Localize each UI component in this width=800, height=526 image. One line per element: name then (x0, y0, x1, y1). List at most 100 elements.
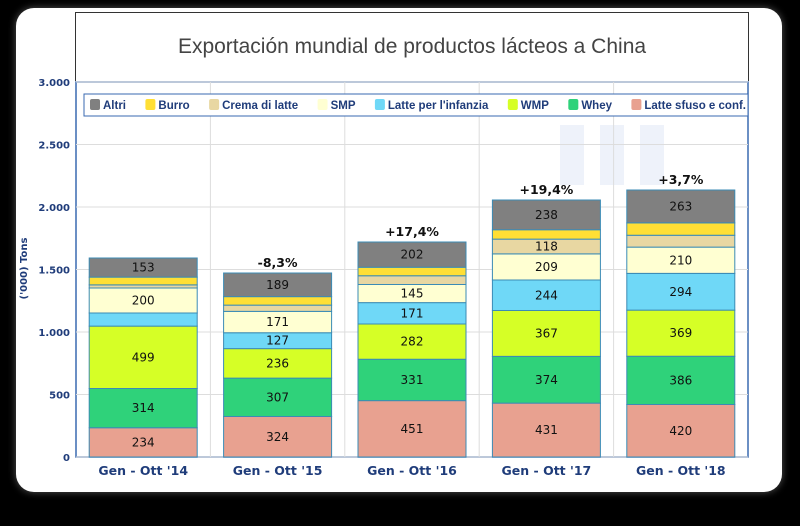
bar-segment (491, 310, 601, 357)
bar-segment (626, 222, 736, 236)
data-label: 236 (266, 356, 289, 370)
data-label: 145 (401, 287, 424, 301)
data-label: 209 (535, 260, 558, 274)
watermark-logo-shape (560, 125, 584, 185)
y-tick-label: 3.000 (38, 78, 70, 89)
data-label: 307 (266, 390, 289, 404)
bar-segment (223, 296, 333, 306)
bar-segment (357, 266, 467, 277)
bar-segment (88, 427, 198, 458)
data-label: 171 (266, 315, 289, 329)
y-tick-label: 500 (49, 391, 70, 402)
bar-segment (626, 189, 736, 224)
bar-segment (223, 377, 333, 417)
x-tick-label: Gen - Ott '15 (233, 463, 323, 478)
data-label: 369 (669, 326, 692, 340)
bar-segment (626, 404, 736, 458)
data-label: 189 (266, 278, 289, 292)
bar-segment (357, 275, 467, 285)
data-label: 331 (401, 373, 424, 387)
data-label: 200 (132, 294, 155, 308)
growth-label: +17,4% (385, 224, 439, 239)
legend-swatch (374, 99, 385, 110)
legend-label: Crema di latte (222, 100, 298, 112)
bar-segment (626, 355, 736, 405)
data-label: 294 (669, 285, 692, 299)
data-label: 314 (132, 401, 155, 415)
bar-segment (491, 402, 601, 458)
legend-box (83, 93, 749, 117)
y-tick-label: 2.500 (38, 141, 70, 152)
data-label: 367 (535, 326, 558, 340)
legend-swatch (631, 99, 642, 110)
legend-swatch (317, 99, 328, 110)
chart-title: Exportación mundial de productos lácteos… (75, 12, 749, 81)
legend-swatch (507, 99, 518, 110)
legend-label: Altri (103, 100, 126, 112)
data-label: 238 (535, 208, 558, 222)
bar-segment (491, 355, 601, 404)
bar-segment (357, 400, 467, 458)
y-tick-label: 2.000 (38, 203, 70, 214)
bar-segment (88, 312, 198, 327)
bar-segment (491, 229, 601, 240)
bar-segment (491, 279, 601, 311)
legend-swatch (90, 99, 100, 110)
bar-segment (357, 358, 467, 402)
x-tick-label: Gen - Ott '16 (367, 463, 457, 478)
chart-title-text: Exportación mundial de productos lácteos… (177, 35, 647, 58)
bar-segment (88, 276, 198, 286)
bar-segment (223, 416, 333, 458)
data-label: 499 (132, 350, 155, 364)
watermark-logo-shape (600, 125, 624, 185)
bar-segment (357, 323, 467, 360)
legend-label: Whey (581, 100, 612, 112)
legend-label: Latte sfuso e conf. (644, 100, 746, 112)
bar-segment (223, 272, 333, 298)
bar-segment (626, 272, 736, 311)
x-tick-label: Gen - Ott '18 (636, 463, 726, 478)
legend-swatch (568, 99, 579, 110)
bar-segment (357, 241, 467, 268)
data-label: 202 (401, 248, 424, 262)
growth-label: +19,4% (519, 182, 573, 197)
bar-segment (223, 348, 333, 379)
bar-segment (223, 304, 333, 312)
data-label: 386 (669, 373, 692, 387)
data-label: 210 (669, 253, 692, 267)
watermark-logo-shape (640, 125, 664, 185)
legend-label: Latte per l'infanzia (388, 100, 489, 112)
y-tick-label: 1.000 (38, 328, 70, 339)
data-label: 420 (669, 424, 692, 438)
data-label: 234 (132, 435, 155, 449)
data-label: 263 (669, 199, 692, 213)
data-label: 127 (266, 334, 289, 348)
bar-segment (88, 257, 198, 278)
x-tick-label: Gen - Ott '17 (502, 463, 592, 478)
data-label: 153 (132, 261, 155, 275)
bar-segment (491, 199, 601, 231)
data-label: 171 (401, 306, 424, 320)
legend-swatch (145, 99, 156, 110)
legend-label: SMP (331, 100, 356, 112)
data-label: 324 (266, 430, 289, 444)
data-label: 451 (401, 422, 424, 436)
bar-segment (88, 388, 198, 429)
y-tick-label: 0 (63, 453, 70, 464)
y-tick-label: 1.500 (38, 266, 70, 277)
legend-swatch (209, 99, 220, 110)
data-label: 118 (535, 240, 558, 254)
x-tick-label: Gen - Ott '14 (98, 463, 188, 478)
legend-label: Burro (158, 100, 189, 112)
bar-segment (626, 246, 736, 274)
bar-segment (88, 287, 198, 314)
data-label: 282 (401, 335, 424, 349)
legend-label: WMP (521, 100, 549, 112)
growth-label: +3,7% (658, 172, 704, 187)
data-label: 244 (535, 288, 558, 302)
bar-segment (491, 253, 601, 281)
data-label: 431 (535, 423, 558, 437)
data-label: 374 (535, 373, 558, 387)
y-axis-label: ('000) Tons (19, 237, 30, 299)
